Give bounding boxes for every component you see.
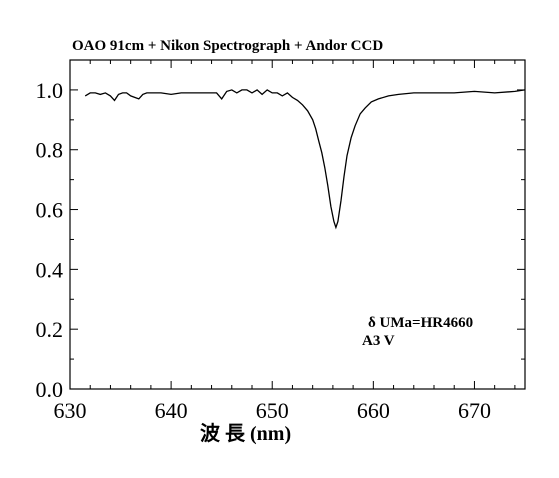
y-tick-label: 0.4 — [36, 257, 64, 282]
y-axis-ticks — [70, 59, 525, 390]
y-tick-label: 0.0 — [36, 377, 64, 402]
x-axis-label: 波 長 (nm) — [200, 422, 291, 445]
y-tick-label: 0.6 — [36, 198, 64, 223]
plot-frame — [69, 59, 526, 390]
annotation-spectral-type: A3 V — [362, 333, 395, 349]
y-axis-tick-labels: 0.0 0.2 0.4 0.6 0.8 1.0 — [36, 78, 64, 402]
x-tick-label: 650 — [256, 398, 289, 423]
x-tick-label: 670 — [458, 398, 491, 423]
spectrum-series-line — [84, 89, 526, 230]
x-axis-ticks — [69, 60, 516, 389]
y-tick-label: 0.2 — [36, 317, 64, 342]
x-tick-label: 660 — [357, 398, 390, 423]
y-tick-label: 0.8 — [36, 138, 64, 163]
y-tick-label: 1.0 — [36, 78, 64, 103]
x-axis-tick-labels: 630 640 650 660 670 — [54, 398, 491, 423]
x-tick-label: 630 — [54, 398, 87, 423]
annotation-star-name: δ UMa=HR4660 — [368, 315, 473, 331]
x-tick-label: 640 — [155, 398, 188, 423]
chart-title: OAO 91cm + Nikon Spectrograph + Andor CC… — [72, 38, 383, 54]
